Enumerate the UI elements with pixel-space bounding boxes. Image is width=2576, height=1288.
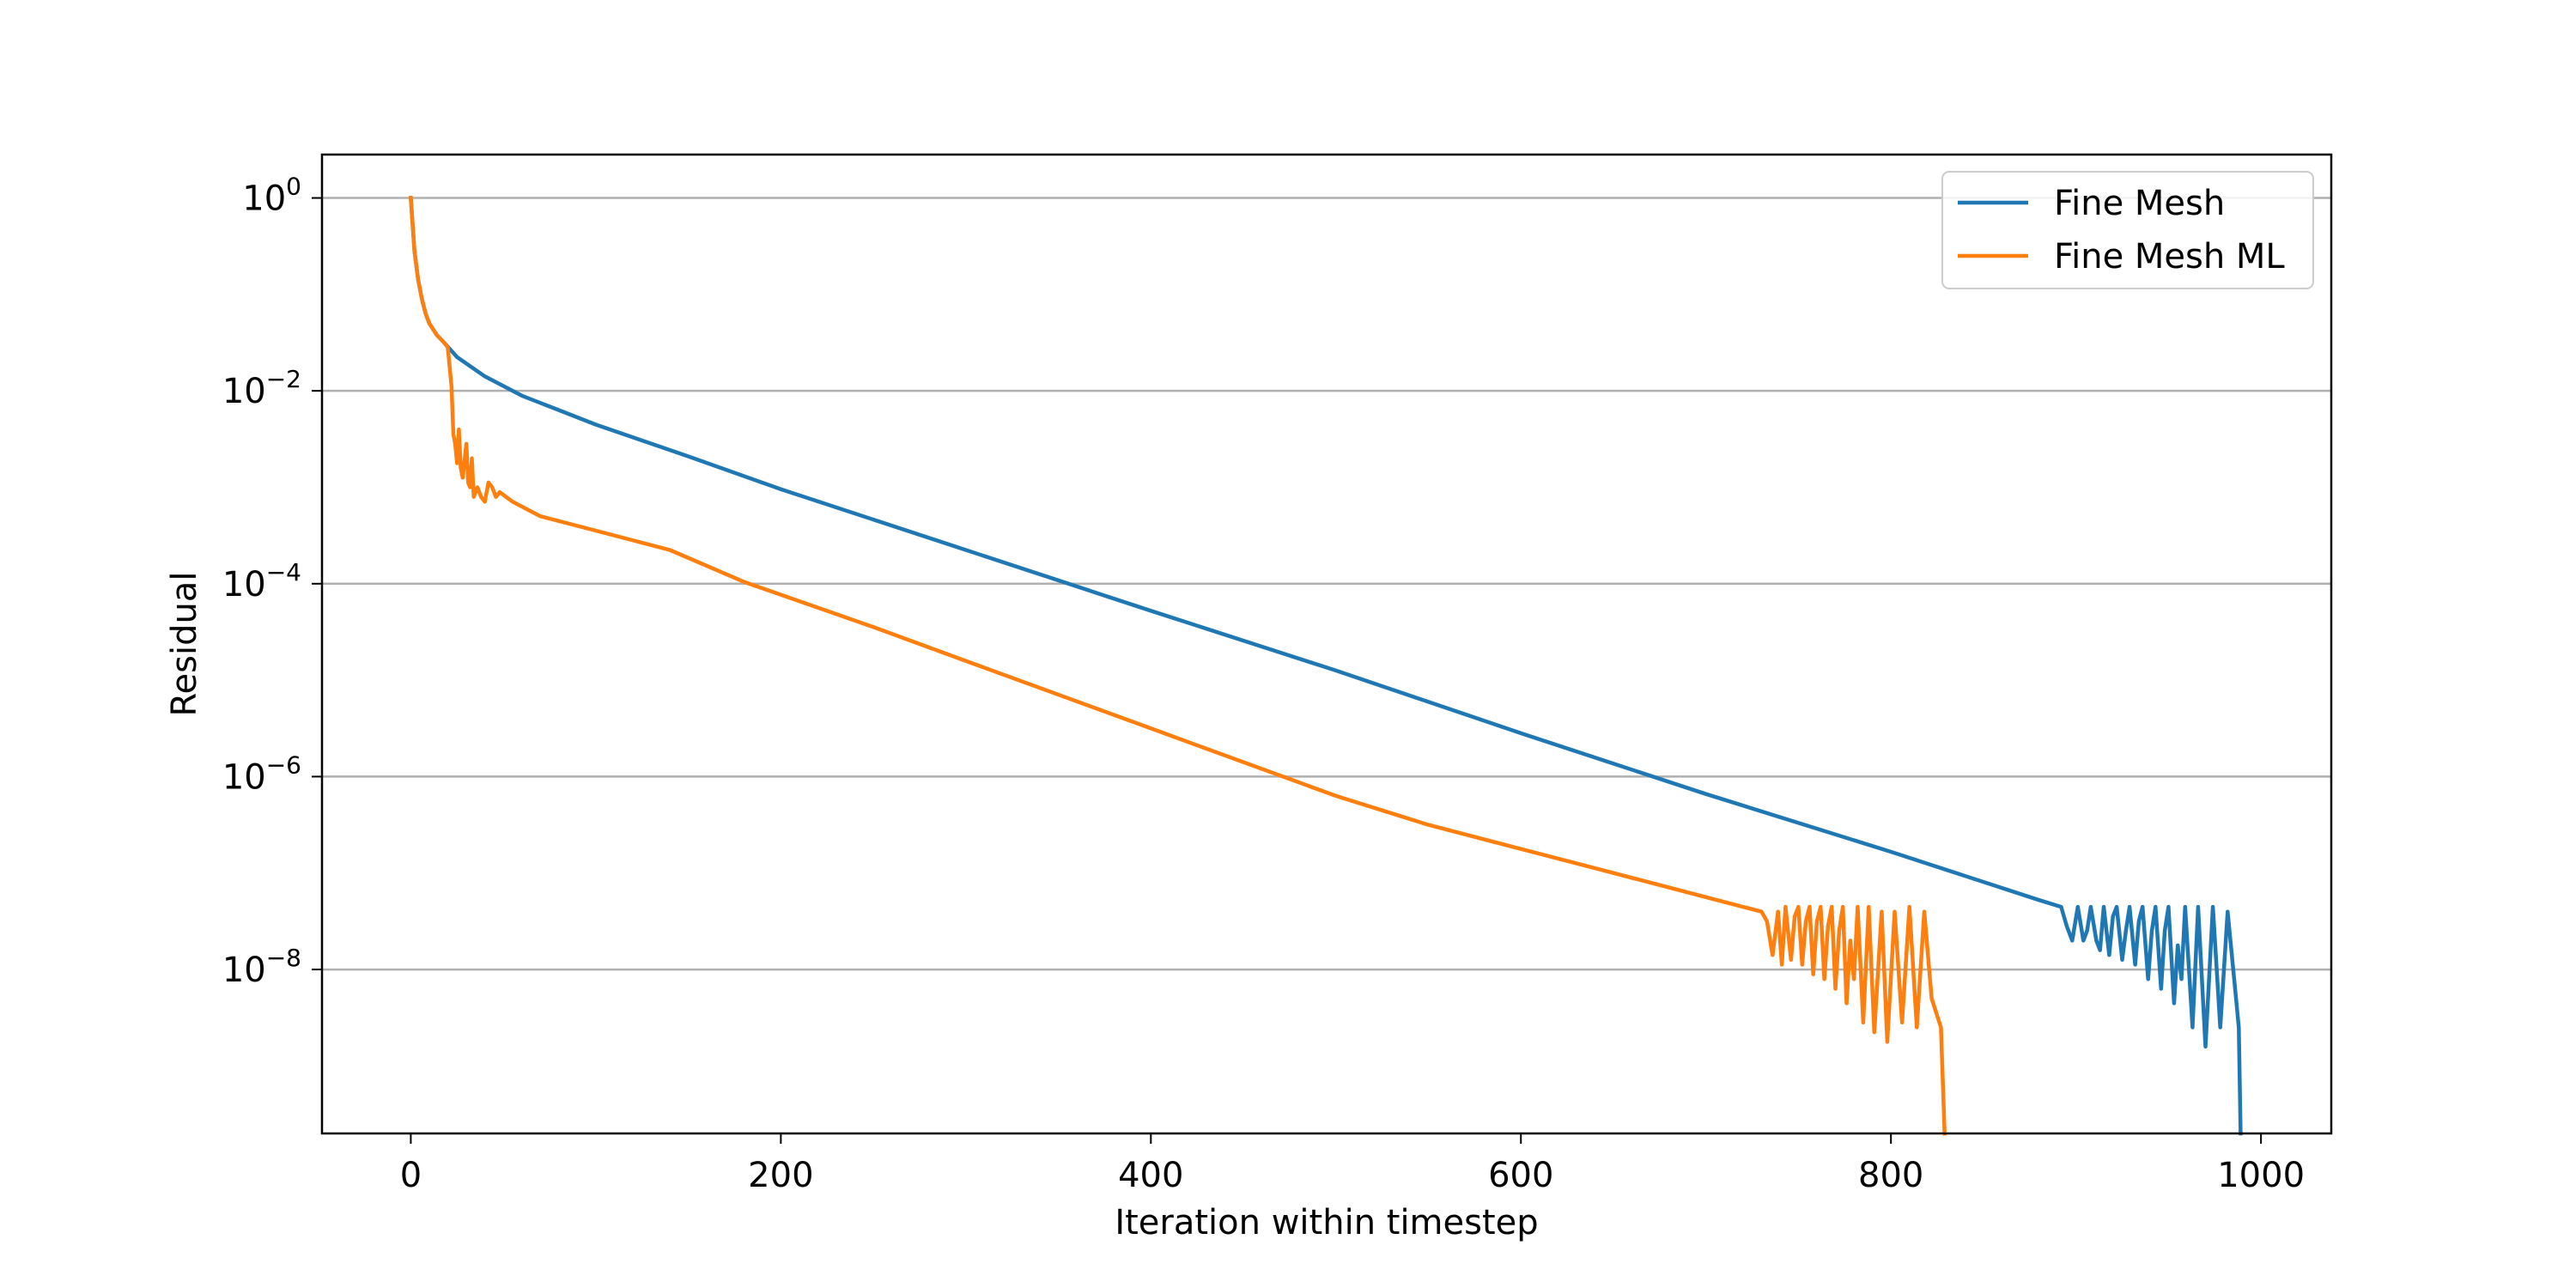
x-axis-ticks: 0 200 400 600 800 1000 [400, 1133, 2305, 1195]
x-tick-label: 1000 [2217, 1156, 2305, 1195]
y-tick-label: 10−4 [222, 558, 301, 605]
x-tick-label: 800 [1858, 1156, 1923, 1195]
gridlines [322, 197, 2331, 971]
series-line-fine-mesh [408, 196, 2243, 1136]
legend: Fine Mesh Fine Mesh ML [1941, 171, 2314, 289]
y-tick-label: 10−6 [222, 750, 301, 797]
y-axis-ticks: 100 10−2 10−4 10−6 10−8 [222, 173, 322, 990]
legend-label: Fine Mesh [2054, 184, 2225, 223]
x-tick-label: 400 [1118, 1156, 1183, 1195]
x-tick-label: 0 [400, 1156, 422, 1195]
legend-label: Fine Mesh ML [2054, 237, 2285, 276]
series-line-fine-mesh-ml [408, 196, 1947, 1136]
y-tick-label: 100 [242, 173, 301, 219]
y-axis-label: Residual [165, 572, 204, 717]
x-tick-label: 200 [748, 1156, 813, 1195]
series-lines [408, 196, 2243, 1136]
y-tick-label: 10−2 [222, 365, 301, 411]
legend-box [1941, 171, 2314, 289]
x-axis-label: Iteration within timestep [1115, 1203, 1538, 1242]
y-tick-label: 10−8 [222, 944, 301, 990]
plot-area-frame [320, 153, 2333, 1135]
x-tick-label: 600 [1488, 1156, 1553, 1195]
